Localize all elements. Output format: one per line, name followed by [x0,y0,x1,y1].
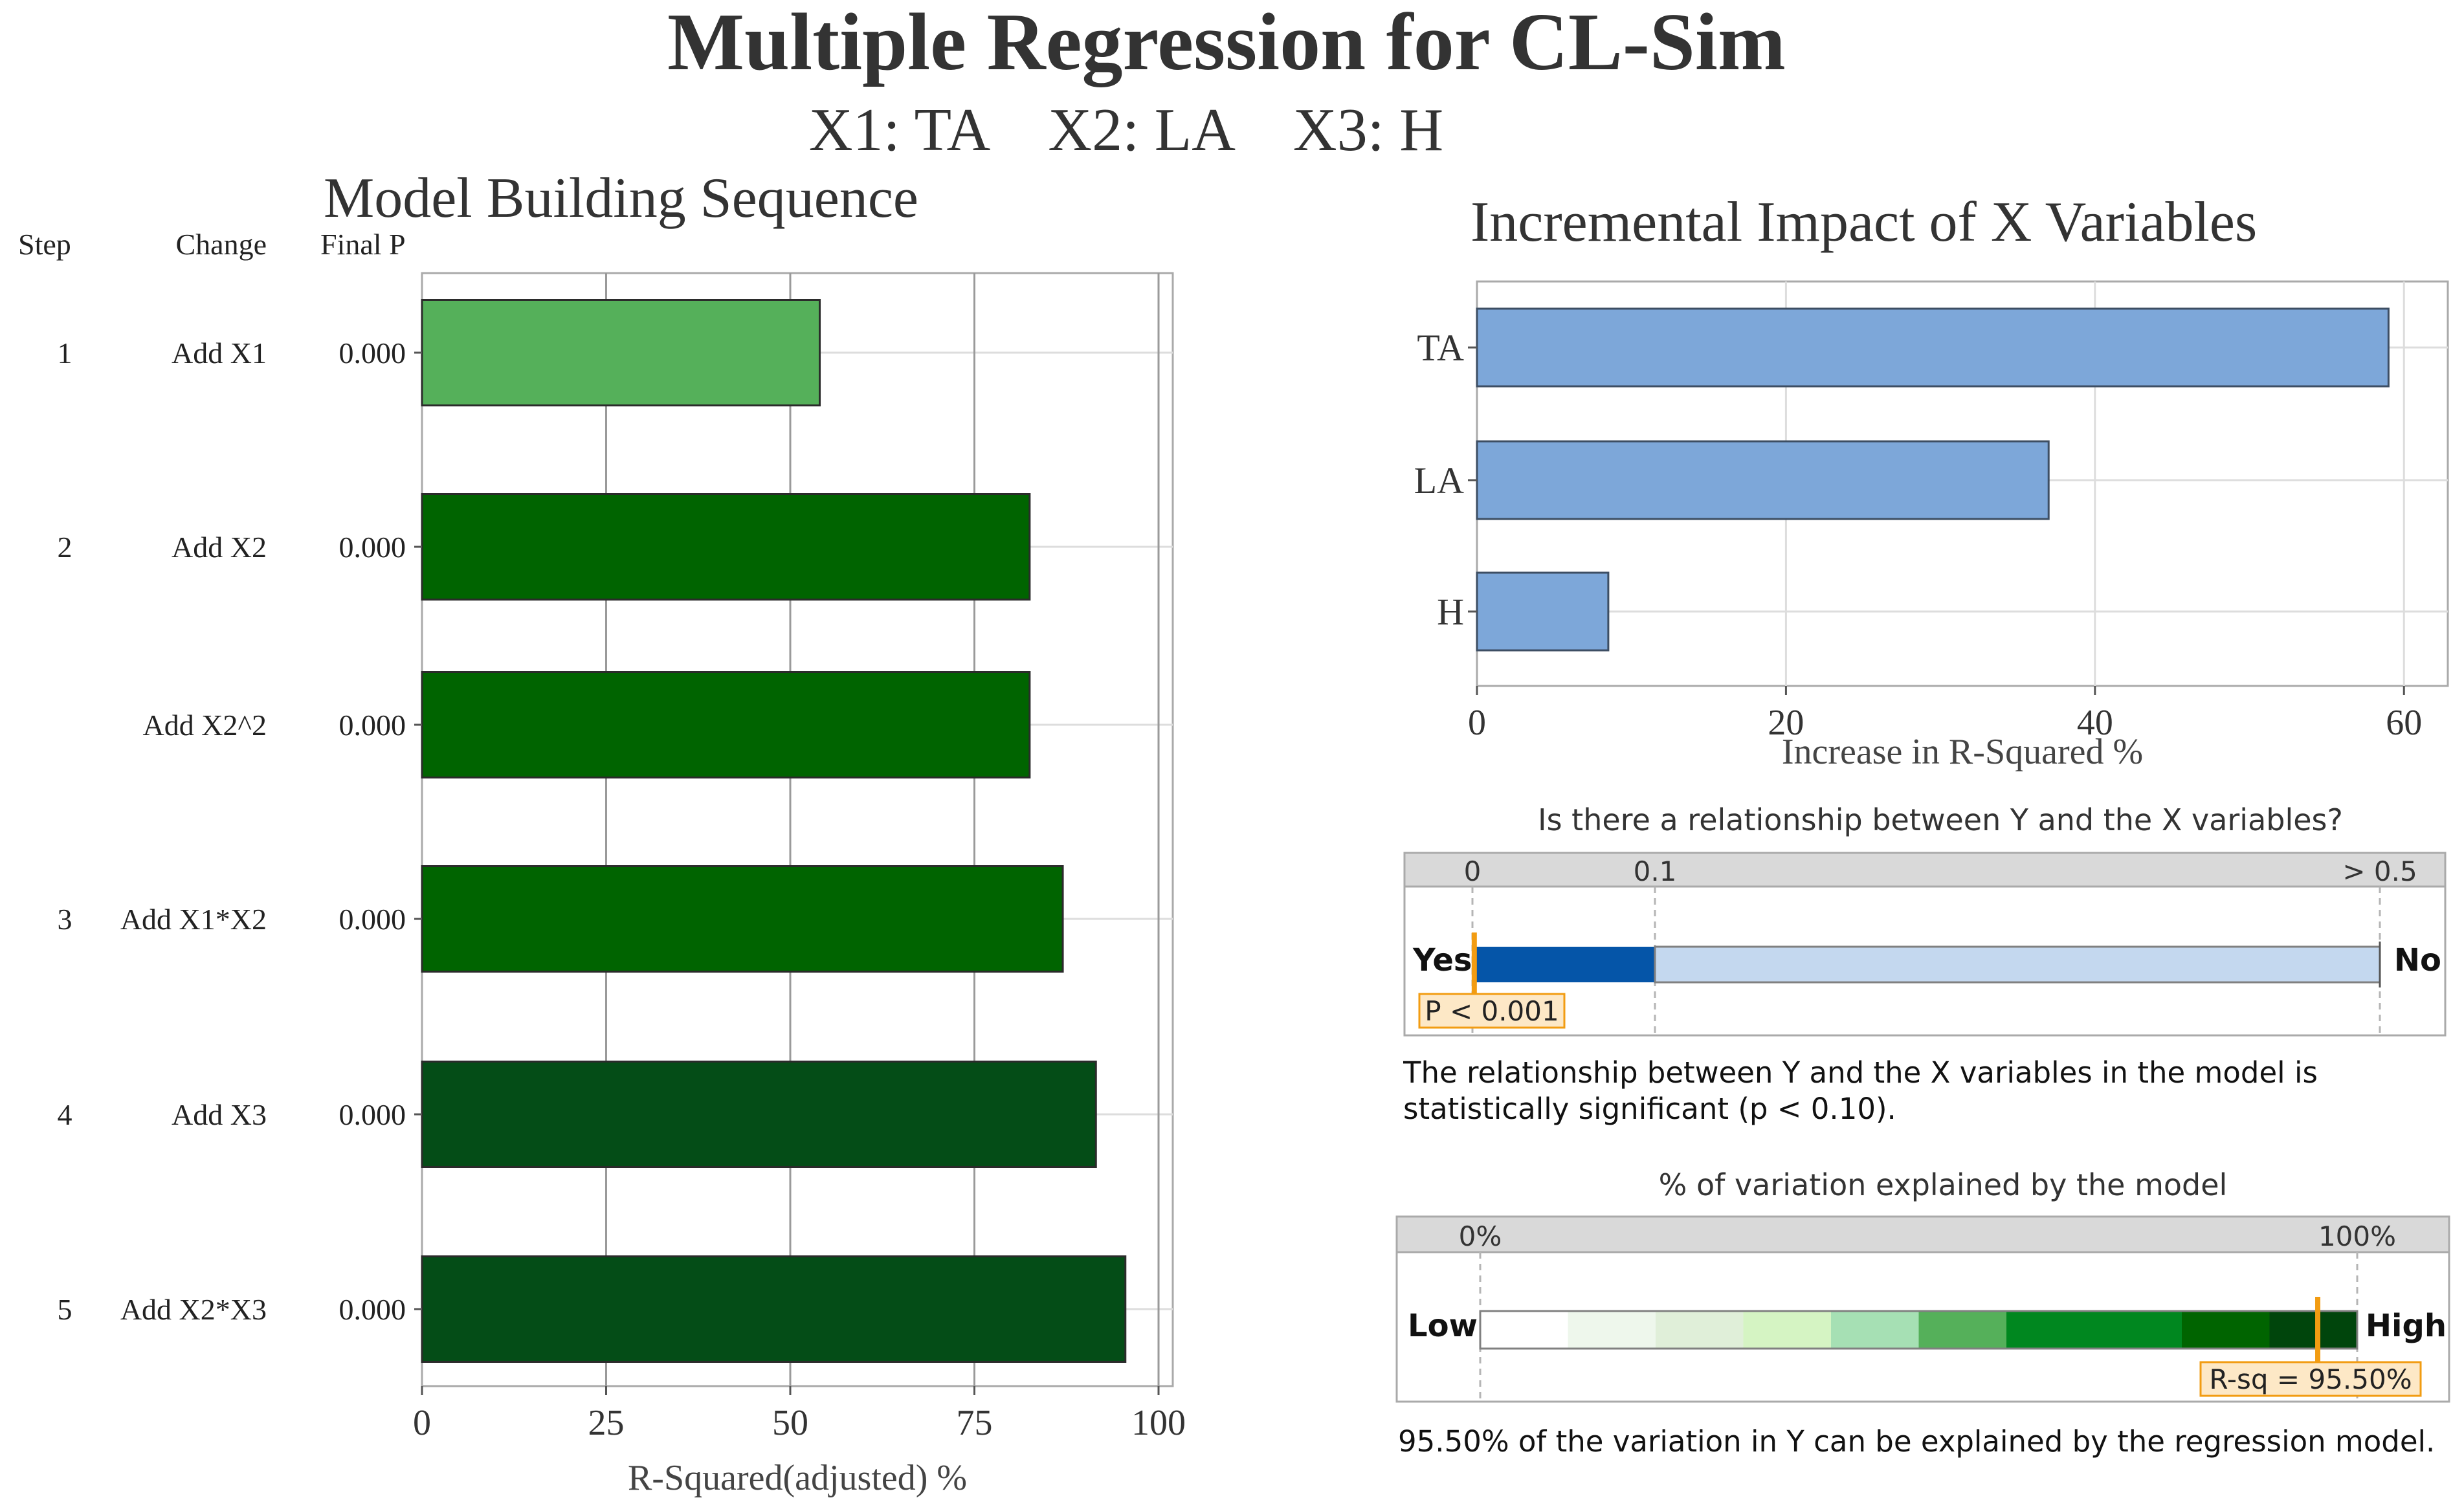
impact-category-label: H [1437,591,1464,633]
r-gauge-low-label: Low [1408,1308,1478,1344]
model-bar [421,493,1031,601]
row-step: 3 [58,903,72,936]
row-change: Add X1 [172,336,267,369]
r-gauge-scale-strip [1395,1215,2450,1253]
row-change: Add X2*X3 [120,1293,267,1326]
incremental-impact-x-axis-label: Increase in R-Squared % [1782,732,2143,772]
incremental-impact-title: Incremental Impact of X Variables [1471,191,2257,254]
p-gauge-note: The relationship between Y and the X var… [1403,1055,2318,1126]
p-gauge-marker-label-box [1418,993,1566,1029]
row-step: 4 [58,1098,72,1131]
r-gauge-scale-label: 100% [2318,1220,2396,1252]
r-gauge-band [1918,1311,2006,1349]
x-tick-label: 0 [413,1403,431,1443]
impact-category-label: TA [1417,327,1464,369]
row-change: Add X2 [172,531,267,564]
model-bar [421,1255,1127,1363]
col-header-change: Change [175,228,267,261]
p-gauge-marker [1471,932,1477,997]
row-change: Add X2^2 [142,709,267,742]
x-tick-label: 40 [2077,703,2113,743]
incremental-impact-x-ticks: 0 20 40 60 [1468,686,2422,743]
r-gauge-band [2182,1311,2270,1349]
r-gauge-marker [2315,1297,2321,1363]
row-final-p: 0.000 [339,531,406,564]
model-building-title: Model Building Sequence [324,167,918,230]
p-gauge-yes-label: Yes [1412,942,1472,978]
row-change: Add X1*X2 [120,903,267,936]
row-final-p: 0.000 [339,336,406,369]
p-gauge-significant-zone [1472,947,1655,982]
p-gauge-nonsignificant-zone [1654,945,2381,984]
p-gauge-note-box: The relationship between Y and the X var… [1403,1055,2318,1126]
r-gauge-note: 95.50% of the variation in Y can be expl… [1398,1424,2435,1459]
r-gauge-high-label: High [2366,1308,2447,1344]
model-bar [421,299,821,406]
x-tick-label: 50 [772,1403,808,1443]
model-building-x-ticks: 0 25 50 75 100 [413,1386,1186,1443]
row-step: 5 [58,1293,72,1326]
p-gauge-scale-label: > 0.5 [2342,855,2417,887]
model-building-x-axis-label: R-Squared(adjusted) % [628,1458,967,1498]
r-gauge-title: % of variation explained by the model [1659,1167,2228,1202]
model-building-bars [421,299,1127,1363]
r-gauge-marker-label-box [2199,1361,2422,1397]
r-gauge-outline [1479,1310,2359,1350]
impact-bar [1476,307,2390,388]
p-gauge-scale-label: 0 [1464,855,1482,887]
model-building-row-labels: 1 Add X1 0.000 2 Add X2 0.000 Add X2^2 0.000 3 Ad… [58,336,422,1326]
x-tick-label: 25 [588,1403,625,1443]
model-bar [421,671,1031,778]
p-gauge-marker-label: P < 0.001 [1425,995,1559,1027]
model-bar [421,1061,1097,1168]
impact-bar [1476,571,1610,652]
x-tick-label: 60 [2386,703,2422,743]
x-tick-label: 75 [957,1403,993,1443]
row-final-p: 0.000 [339,903,406,936]
model-building-panel: Model Building Sequence Step Change Fina… [18,167,1186,1498]
model-bar [421,865,1064,973]
model-building-plot-frame [421,272,1174,1387]
page-subtitle: X1: TA X2: LA X3: H [809,96,1443,164]
r-gauge-band [1743,1311,1831,1349]
page-title: Multiple Regression for CL-Sim [667,0,1786,87]
row-step: 2 [58,531,72,564]
x-tick-label: 20 [1768,703,1804,743]
row-step: 1 [58,336,72,369]
p-gauge-scale-strip [1403,852,2447,888]
r-gauge-band [1568,1311,1656,1349]
x-tick-label: 0 [1468,703,1486,743]
row-final-p: 0.000 [339,1293,406,1326]
r-squared-gauge-panel: % of variation explained by the model 0%… [1395,1167,2450,1459]
p-gauge-bar: 0 0.1 > 0.5 P < 0.001 [1418,855,2417,1035]
row-change: Add X3 [172,1098,267,1131]
incremental-impact-bars [1476,307,2390,652]
p-value-gauge-panel: Is there a relationship between Y and th… [1403,802,2447,1126]
r-gauge-scale-label: 0% [1459,1220,1502,1252]
row-final-p: 0.000 [339,709,406,742]
r-gauge-band [2006,1311,2182,1349]
impact-category-label: LA [1414,459,1464,502]
x-tick-label: 100 [1131,1403,1186,1443]
r-gauge-marker-label: R-sq = 95.50% [2209,1363,2412,1395]
r-gauge-band [2269,1311,2357,1349]
r-gauge-band [1480,1311,1568,1349]
col-header-final-p: Final P [320,228,406,261]
incremental-impact-panel: Incremental Impact of X Variables TALAH … [1414,191,2449,772]
r-gauge-band [1656,1311,1744,1349]
impact-bar [1476,440,2050,520]
r-gauge-band [1831,1311,1919,1349]
p-gauge-title: Is there a relationship between Y and th… [1538,802,2343,837]
col-header-step: Step [18,228,71,261]
incremental-impact-categories: TA LA H [1414,327,1477,633]
r-gauge-bar: 0% 100% R-sq = 95.50% [1459,1220,2422,1402]
p-gauge-no-label: No [2394,942,2441,978]
p-gauge-scale-label: 0.1 [1634,855,1677,887]
row-final-p: 0.000 [339,1098,406,1131]
